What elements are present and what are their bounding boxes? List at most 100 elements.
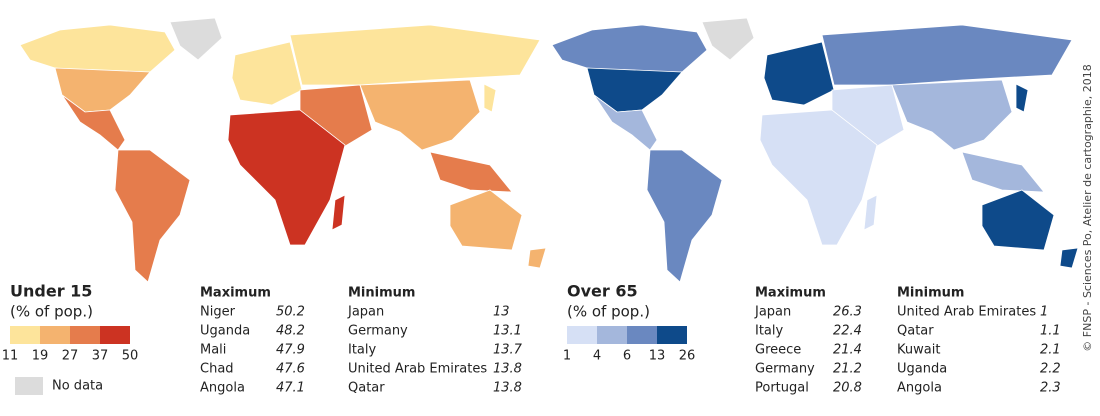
- country-name: Germany: [755, 362, 815, 377]
- legend-swatch: [10, 326, 40, 344]
- country-region: [891, 79, 1013, 151]
- legend-title: Under 15: [10, 282, 92, 301]
- legend-swatch: [40, 326, 70, 344]
- world-map: [19, 17, 547, 283]
- legend-break: 27: [62, 349, 79, 364]
- country-region: [981, 189, 1055, 251]
- country-name: United Arab Emirates: [348, 362, 487, 377]
- legend-break: 6: [623, 349, 631, 364]
- country-region: [1015, 83, 1029, 113]
- country-region: [551, 24, 708, 73]
- table-heading: Minimum: [897, 286, 964, 301]
- country-value: 2.3: [1040, 381, 1061, 396]
- table-heading: Minimum: [348, 286, 415, 301]
- country-region: [701, 17, 755, 61]
- legend-break: 13: [649, 349, 666, 364]
- country-region: [299, 84, 373, 149]
- country-region: [1059, 247, 1079, 269]
- country-name: United Arab Emirates: [897, 305, 1036, 320]
- country-value: 20.8: [833, 381, 862, 396]
- country-region: [646, 149, 723, 283]
- no-data-swatch: [15, 377, 43, 395]
- country-region: [763, 41, 835, 106]
- legend-subtitle: (% of pop.): [567, 303, 650, 321]
- country-region: [331, 194, 346, 231]
- legend-break: 26: [679, 349, 696, 364]
- country-region: [593, 94, 658, 151]
- country-value: 13.8: [493, 362, 522, 377]
- country-region: [863, 194, 878, 231]
- country-name: Qatar: [348, 381, 385, 396]
- country-region: [449, 189, 523, 251]
- country-value: 21.4: [833, 343, 862, 358]
- country-value: 47.9: [276, 343, 305, 358]
- no-data-label: No data: [52, 379, 103, 394]
- legend-swatch: [597, 326, 627, 344]
- legend-break: 11: [2, 349, 19, 364]
- country-name: Qatar: [897, 324, 934, 339]
- legend-swatch: [627, 326, 657, 344]
- legend-break: 50: [122, 349, 139, 364]
- world-map: [551, 17, 1079, 283]
- country-region: [429, 151, 513, 193]
- country-name: Niger: [200, 305, 236, 320]
- country-value: 2.1: [1040, 343, 1061, 358]
- country-region: [961, 151, 1045, 193]
- country-region: [61, 94, 126, 151]
- country-value: 1: [1040, 305, 1048, 320]
- country-name: Kuwait: [897, 343, 940, 358]
- country-name: Japan: [347, 305, 384, 320]
- legend-break: 1: [563, 349, 571, 364]
- country-name: Chad: [200, 362, 234, 377]
- country-name: Uganda: [897, 362, 947, 377]
- country-region: [527, 247, 547, 269]
- credit: © FNSP - Sciences Po, Atelier de cartogr…: [1081, 64, 1094, 351]
- legend-subtitle: (% of pop.): [10, 303, 93, 321]
- country-region: [759, 109, 878, 246]
- table-heading: Maximum: [200, 286, 271, 301]
- country-name: Italy: [348, 343, 377, 358]
- country-value: 26.3: [833, 305, 862, 320]
- country-name: Greece: [755, 343, 801, 358]
- country-region: [359, 79, 481, 151]
- country-name: Uganda: [200, 324, 250, 339]
- country-value: 13: [493, 305, 510, 320]
- country-value: 47.1: [276, 381, 305, 396]
- country-value: 2.2: [1040, 362, 1061, 377]
- country-name: Italy: [755, 324, 784, 339]
- legend-break: 37: [92, 349, 109, 364]
- country-name: Angola: [200, 381, 245, 396]
- legend-swatch: [70, 326, 100, 344]
- table-heading: Maximum: [755, 286, 826, 301]
- country-name: Mali: [200, 343, 226, 358]
- country-value: 1.1: [1040, 324, 1061, 339]
- country-value: 13.1: [493, 324, 522, 339]
- country-region: [231, 41, 303, 106]
- country-region: [169, 17, 223, 61]
- maps: [19, 17, 1079, 283]
- country-value: 48.2: [276, 324, 305, 339]
- country-name: Germany: [348, 324, 408, 339]
- country-name: Portugal: [755, 381, 809, 396]
- country-name: Angola: [897, 381, 942, 396]
- legend-swatch: [657, 326, 687, 344]
- legend-break: 4: [593, 349, 601, 364]
- country-value: 21.2: [833, 362, 862, 377]
- country-region: [483, 83, 497, 113]
- country-value: 50.2: [276, 305, 305, 320]
- country-region: [227, 109, 346, 246]
- country-region: [831, 84, 905, 149]
- legend-title: Over 65: [567, 282, 638, 301]
- country-region: [821, 24, 1073, 86]
- country-value: 13.8: [493, 381, 522, 396]
- country-region: [114, 149, 191, 283]
- country-region: [19, 24, 176, 73]
- legend-break: 19: [32, 349, 49, 364]
- country-value: 47.6: [276, 362, 305, 377]
- country-value: 13.7: [493, 343, 523, 358]
- country-name: Japan: [754, 305, 791, 320]
- legend-swatch: [567, 326, 597, 344]
- legend-swatch: [100, 326, 130, 344]
- country-region: [289, 24, 541, 86]
